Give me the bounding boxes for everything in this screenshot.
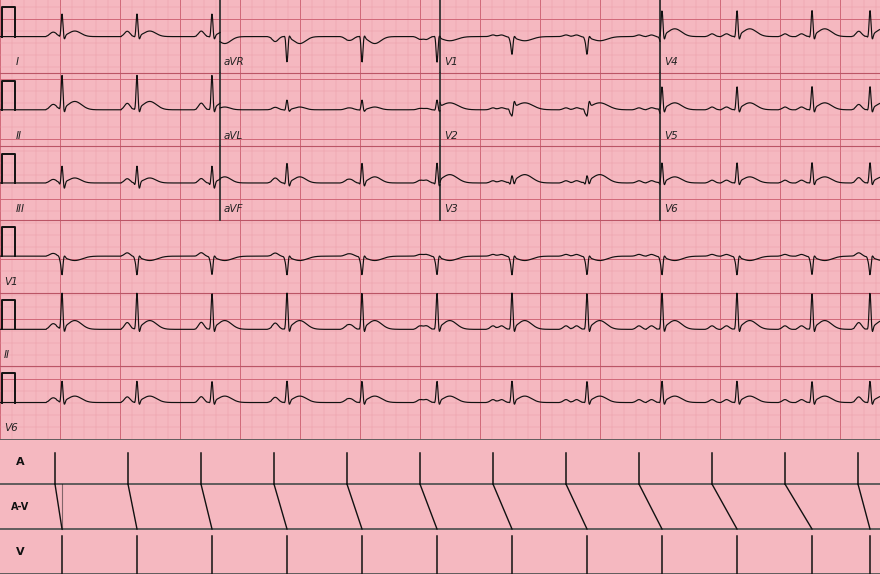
Text: A-V: A-V (11, 502, 29, 511)
Text: V6: V6 (664, 204, 678, 214)
Text: aVL: aVL (224, 130, 243, 141)
Text: A: A (16, 456, 25, 467)
Text: II: II (4, 350, 10, 360)
Text: aVR: aVR (224, 57, 245, 67)
Text: V3: V3 (444, 204, 458, 214)
Text: V: V (16, 546, 25, 557)
Text: II: II (16, 130, 22, 141)
Text: V2: V2 (444, 130, 458, 141)
Text: V5: V5 (664, 130, 678, 141)
Text: V1: V1 (4, 277, 18, 287)
Text: V6: V6 (4, 423, 18, 433)
Text: III: III (16, 204, 25, 214)
Text: V1: V1 (444, 57, 458, 67)
Text: aVF: aVF (224, 204, 244, 214)
Text: V4: V4 (664, 57, 678, 67)
Text: I: I (16, 57, 19, 67)
